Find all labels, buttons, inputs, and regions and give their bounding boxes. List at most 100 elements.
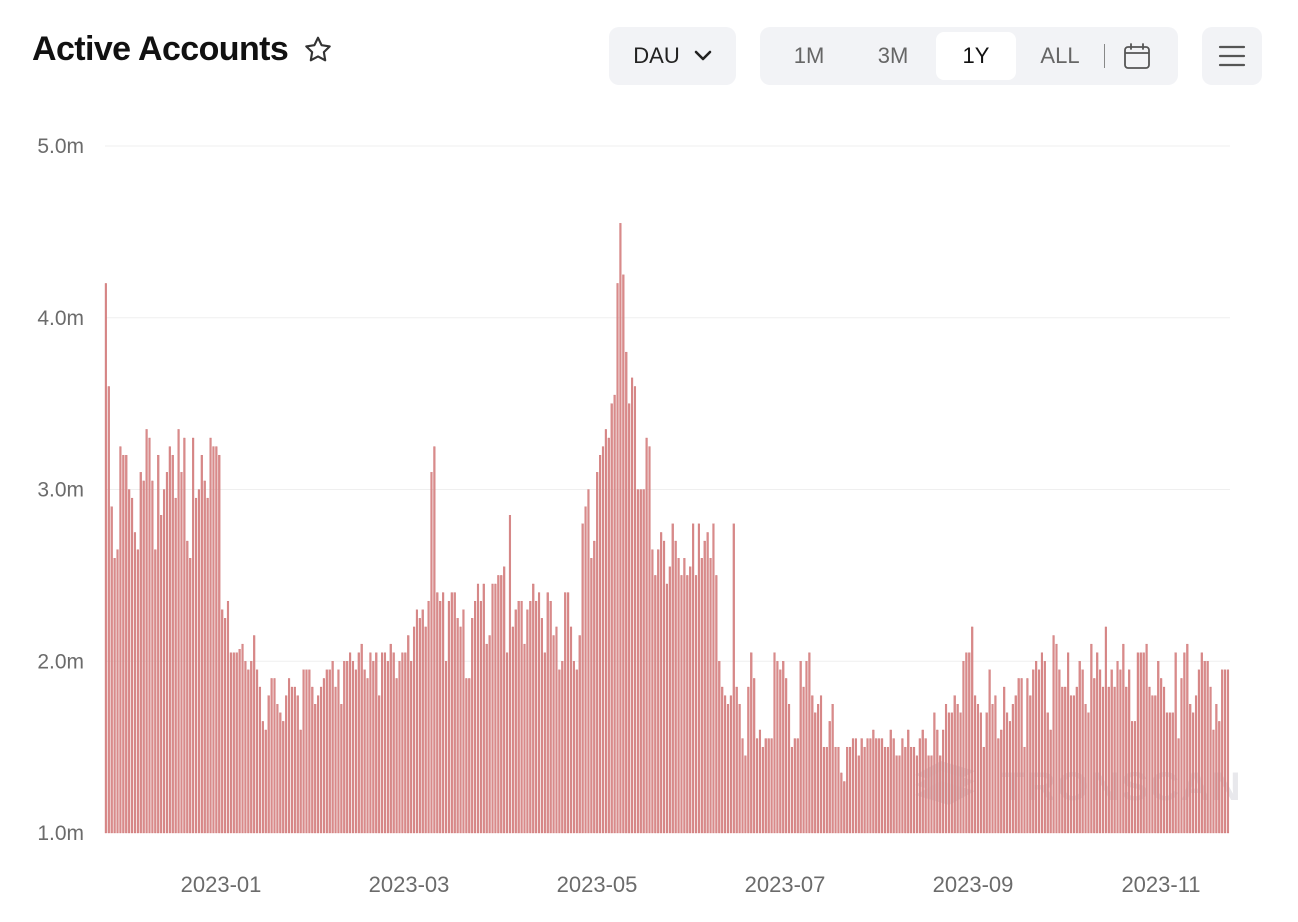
bar[interactable] <box>785 678 788 834</box>
bar[interactable] <box>244 661 247 834</box>
bar[interactable] <box>305 669 308 834</box>
bar[interactable] <box>889 729 892 834</box>
bar[interactable] <box>1139 652 1142 834</box>
bar[interactable] <box>686 575 689 834</box>
bar[interactable] <box>1171 712 1174 834</box>
bar[interactable] <box>703 540 706 834</box>
bar[interactable] <box>1011 704 1014 834</box>
bar[interactable] <box>511 626 514 834</box>
bar[interactable] <box>1215 704 1218 834</box>
bar[interactable] <box>1017 678 1020 834</box>
bar[interactable] <box>750 652 753 834</box>
bar[interactable] <box>319 686 323 834</box>
bar[interactable] <box>1180 678 1183 834</box>
bar[interactable] <box>302 669 305 834</box>
bar[interactable] <box>285 695 288 834</box>
bar[interactable] <box>770 738 773 834</box>
bar[interactable] <box>535 600 538 834</box>
bar[interactable] <box>619 223 622 834</box>
bar[interactable] <box>186 540 189 834</box>
bar[interactable] <box>453 592 456 834</box>
bar[interactable] <box>689 566 692 834</box>
bar[interactable] <box>764 738 767 834</box>
bar[interactable] <box>1142 652 1145 834</box>
bar[interactable] <box>965 652 968 834</box>
bar[interactable] <box>354 669 357 834</box>
bar[interactable] <box>613 394 616 834</box>
bar[interactable] <box>273 678 276 834</box>
bar[interactable] <box>645 437 648 834</box>
bar[interactable] <box>1061 686 1064 834</box>
bar[interactable] <box>805 661 808 834</box>
bar[interactable] <box>718 661 721 834</box>
bar[interactable] <box>863 746 866 834</box>
bar[interactable] <box>947 712 950 834</box>
bar[interactable] <box>1192 712 1195 834</box>
bar[interactable] <box>221 609 224 834</box>
bar[interactable] <box>712 523 715 834</box>
bar[interactable] <box>468 678 471 834</box>
bar[interactable] <box>561 661 564 834</box>
bar[interactable] <box>421 609 424 834</box>
bar[interactable] <box>581 523 584 834</box>
bar[interactable] <box>1046 712 1049 834</box>
bar[interactable] <box>424 626 427 834</box>
bar[interactable] <box>296 695 299 834</box>
bar[interactable] <box>491 583 494 834</box>
range-button-1y[interactable]: 1Y <box>936 32 1016 80</box>
favorite-star-icon[interactable] <box>302 34 334 66</box>
bar[interactable] <box>258 686 262 834</box>
bar[interactable] <box>907 729 910 834</box>
bar[interactable] <box>628 403 631 834</box>
bar[interactable] <box>1058 669 1061 834</box>
bar[interactable] <box>119 446 122 834</box>
bar[interactable] <box>444 661 448 834</box>
bar[interactable] <box>1032 669 1035 834</box>
bar[interactable] <box>540 618 543 834</box>
bar[interactable] <box>700 558 703 834</box>
bar[interactable] <box>418 618 421 834</box>
bar[interactable] <box>677 558 680 834</box>
bar[interactable] <box>1020 678 1023 834</box>
bar[interactable] <box>767 738 770 834</box>
bar[interactable] <box>514 609 517 834</box>
bar[interactable] <box>180 472 183 834</box>
bar[interactable] <box>1029 695 1032 834</box>
bar[interactable] <box>125 454 128 834</box>
bar[interactable] <box>215 446 218 834</box>
bar[interactable] <box>756 738 759 834</box>
bar[interactable] <box>569 626 573 834</box>
bar[interactable] <box>866 738 869 834</box>
bar[interactable] <box>1125 686 1128 834</box>
bar[interactable] <box>430 472 433 834</box>
bar[interactable] <box>1078 661 1081 834</box>
bar[interactable] <box>148 437 151 834</box>
bar[interactable] <box>209 437 212 834</box>
bar[interactable] <box>962 661 965 834</box>
bar[interactable] <box>346 661 349 834</box>
bar[interactable] <box>936 729 939 834</box>
bar[interactable] <box>642 489 645 834</box>
bar[interactable] <box>247 669 250 834</box>
bar[interactable] <box>1052 635 1055 834</box>
bar[interactable] <box>1145 643 1148 834</box>
bar[interactable] <box>776 661 779 834</box>
bar[interactable] <box>729 695 732 834</box>
bar[interactable] <box>261 721 264 834</box>
bar[interactable] <box>985 712 988 834</box>
bar[interactable] <box>625 351 628 834</box>
bar[interactable] <box>160 515 163 834</box>
bar[interactable] <box>479 600 482 834</box>
bar[interactable] <box>892 738 895 834</box>
calendar-icon[interactable] <box>1122 41 1152 71</box>
bar[interactable] <box>369 652 372 834</box>
metric-dropdown[interactable]: DAU <box>609 27 736 85</box>
bar[interactable] <box>375 652 378 834</box>
bar[interactable] <box>177 429 180 834</box>
bar[interactable] <box>133 532 137 834</box>
bar[interactable] <box>194 497 198 834</box>
bar[interactable] <box>735 686 738 834</box>
bar[interactable] <box>314 704 317 834</box>
bar[interactable] <box>631 377 634 834</box>
bar[interactable] <box>1006 712 1009 834</box>
